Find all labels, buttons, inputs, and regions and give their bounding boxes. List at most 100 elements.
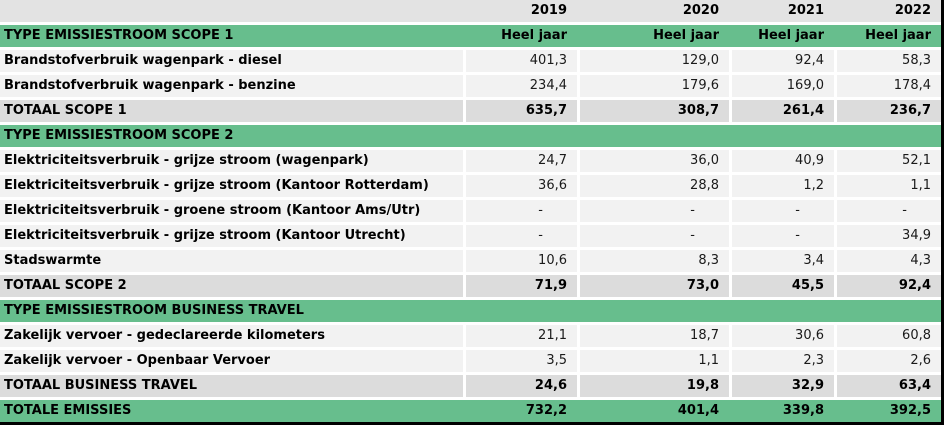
value-cell: - (577, 200, 729, 222)
data-row: Brandstofverbruik wagenpark - benzine 234… (0, 75, 941, 97)
data-row: Brandstofverbruik wagenpark - diesel 401,… (0, 50, 941, 72)
value-cell: 40,9 (729, 150, 834, 172)
value-cell: 24,7 (463, 150, 577, 172)
value-cell: 8,3 (577, 250, 729, 272)
value-cell: 10,6 (463, 250, 577, 272)
row-label-cell: TOTAAL SCOPE 2 (0, 275, 463, 297)
value-cell: 635,7 (463, 100, 577, 122)
value-cell: 92,4 (834, 275, 941, 297)
value-cell (463, 125, 577, 147)
value-cell: 401,3 (463, 50, 577, 72)
value-cell: - (463, 200, 577, 222)
value-cell: 1,1 (834, 175, 941, 197)
value-cell: 4,3 (834, 250, 941, 272)
value-cell: 261,4 (729, 100, 834, 122)
value-cell: 30,6 (729, 325, 834, 347)
year-header-row: 2019 2020 2021 2022 (0, 0, 941, 22)
value-cell (463, 300, 577, 322)
value-cell: 234,4 (463, 75, 577, 97)
row-label-cell: Elektriciteitsverbruik - groene stroom (… (0, 200, 463, 222)
value-cell: 3,4 (729, 250, 834, 272)
data-row: Elektriciteitsverbruik - grijze stroom (… (0, 150, 941, 172)
value-cell: 58,3 (834, 50, 941, 72)
value-cell: 2,6 (834, 350, 941, 372)
value-cell: 2020 (577, 0, 729, 22)
value-cell: 34,9 (834, 225, 941, 247)
value-cell: 169,0 (729, 75, 834, 97)
value-cell: 60,8 (834, 325, 941, 347)
row-label-cell (0, 0, 463, 22)
data-row: Elektriciteitsverbruik - grijze stroom (… (0, 225, 941, 247)
row-label-cell: TOTAAL BUSINESS TRAVEL (0, 375, 463, 397)
value-cell: 18,7 (577, 325, 729, 347)
value-cell: 36,6 (463, 175, 577, 197)
value-cell: 2,3 (729, 350, 834, 372)
row-label-cell: Stadswarmte (0, 250, 463, 272)
value-cell: - (577, 225, 729, 247)
value-cell (834, 300, 941, 322)
value-cell: 92,4 (729, 50, 834, 72)
value-cell: 2019 (463, 0, 577, 22)
value-cell: Heel jaar (729, 25, 834, 47)
value-cell: Heel jaar (834, 25, 941, 47)
value-cell: 24,6 (463, 375, 577, 397)
value-cell (834, 125, 941, 147)
section-header-row: TYPE EMISSIESTROOM SCOPE 1 Heel jaar Heel … (0, 25, 941, 47)
value-cell: 3,5 (463, 350, 577, 372)
value-cell (729, 125, 834, 147)
row-label-cell: TOTALE EMISSIES (0, 400, 463, 422)
data-row: Zakelijk vervoer - gedeclareerde kilomet… (0, 325, 941, 347)
value-cell: - (463, 225, 577, 247)
row-label-cell: TOTAAL SCOPE 1 (0, 100, 463, 122)
value-cell: 63,4 (834, 375, 941, 397)
data-row: Zakelijk vervoer - Openbaar Vervoer 3,5 1,… (0, 350, 941, 372)
value-cell: 71,9 (463, 275, 577, 297)
grand-total-row: TOTALE EMISSIES 732,2 401,4 339,8 392,5 (0, 400, 941, 422)
row-label-cell: Zakelijk vervoer - gedeclareerde kilomet… (0, 325, 463, 347)
value-cell: 28,8 (577, 175, 729, 197)
row-label-cell: Elektriciteitsverbruik - grijze stroom (… (0, 150, 463, 172)
value-cell: - (834, 200, 941, 222)
value-cell: 178,4 (834, 75, 941, 97)
row-label-cell: Elektriciteitsverbruik - grijze stroom (… (0, 225, 463, 247)
value-cell: 2021 (729, 0, 834, 22)
row-label-cell: Brandstofverbruik wagenpark - diesel (0, 50, 463, 72)
value-cell: 308,7 (577, 100, 729, 122)
value-cell: 129,0 (577, 50, 729, 72)
data-row: Stadswarmte 10,6 8,3 3,4 4,3 (0, 250, 941, 272)
row-label-cell: Brandstofverbruik wagenpark - benzine (0, 75, 463, 97)
section-header-row: TYPE EMISSIESTROOM BUSINESS TRAVEL (0, 300, 941, 322)
row-label-cell: TYPE EMISSIESTROOM SCOPE 1 (0, 25, 463, 47)
value-cell: 401,4 (577, 400, 729, 422)
data-row: Elektriciteitsverbruik - groene stroom (… (0, 200, 941, 222)
value-cell: 1,1 (577, 350, 729, 372)
value-cell: 392,5 (834, 400, 941, 422)
value-cell: 339,8 (729, 400, 834, 422)
value-cell: - (729, 225, 834, 247)
total-row: TOTAAL SCOPE 2 71,9 73,0 45,5 92,4 (0, 275, 941, 297)
value-cell: 732,2 (463, 400, 577, 422)
row-label-cell: TYPE EMISSIESTROOM BUSINESS TRAVEL (0, 300, 463, 322)
value-cell (577, 125, 729, 147)
value-cell: 19,8 (577, 375, 729, 397)
row-label-cell: Zakelijk vervoer - Openbaar Vervoer (0, 350, 463, 372)
total-row: TOTAAL SCOPE 1 635,7 308,7 261,4 236,7 (0, 100, 941, 122)
value-cell: 45,5 (729, 275, 834, 297)
row-label-cell: TYPE EMISSIESTROOM SCOPE 2 (0, 125, 463, 147)
value-cell: 21,1 (463, 325, 577, 347)
value-cell (577, 300, 729, 322)
value-cell: 73,0 (577, 275, 729, 297)
total-row: TOTAAL BUSINESS TRAVEL 24,6 19,8 32,9 63,4 (0, 375, 941, 397)
value-cell: 179,6 (577, 75, 729, 97)
value-cell: Heel jaar (577, 25, 729, 47)
section-header-row: TYPE EMISSIESTROOM SCOPE 2 (0, 125, 941, 147)
value-cell: - (729, 200, 834, 222)
value-cell: 2022 (834, 0, 941, 22)
value-cell: 236,7 (834, 100, 941, 122)
value-cell: 1,2 (729, 175, 834, 197)
value-cell: 52,1 (834, 150, 941, 172)
value-cell: 36,0 (577, 150, 729, 172)
row-label-cell: Elektriciteitsverbruik - grijze stroom (… (0, 175, 463, 197)
value-cell: Heel jaar (463, 25, 577, 47)
